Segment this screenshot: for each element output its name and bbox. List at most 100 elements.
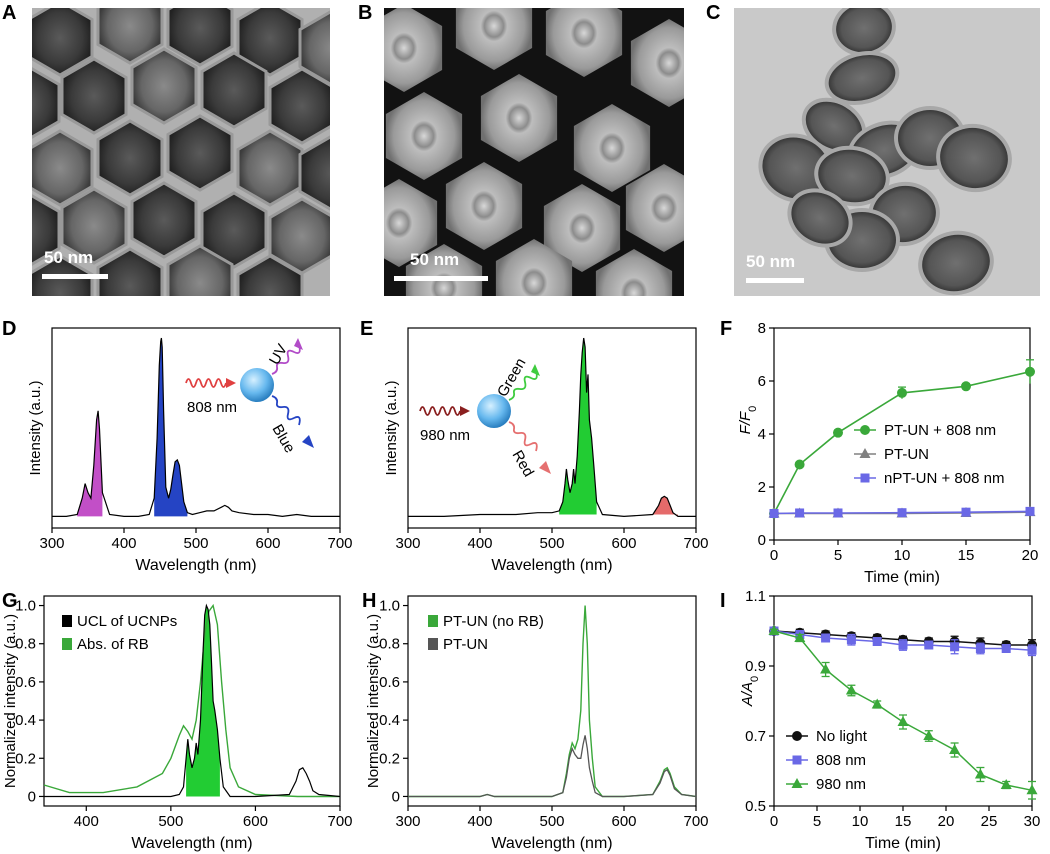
scheme-e-red-arrow: [539, 461, 551, 474]
scheme-e-green-arrow: [531, 364, 540, 376]
nanoparticle: [236, 8, 304, 77]
tem-image-c: [734, 8, 1040, 296]
x-tick-label: 300: [395, 813, 420, 830]
legend-h-1-text: PT-UN (no RB): [443, 613, 544, 630]
scheme-e-red-wave: [508, 421, 538, 452]
x-tick-label: 500: [539, 535, 564, 552]
data-point: [872, 637, 882, 646]
series-line: [773, 370, 1031, 514]
scale-label-c: 50 nm: [746, 252, 796, 271]
y-tick-label: 0.4: [15, 712, 36, 729]
nanoparticle: [166, 8, 234, 67]
nanoparticle: [200, 51, 268, 129]
x-tick-label: 700: [327, 535, 352, 552]
nanoparticle: [405, 244, 483, 296]
y-axis-label: F/F0: [737, 406, 759, 435]
nanoparticle: [236, 254, 304, 296]
scheme-d-uv-label: UV: [266, 341, 291, 368]
x-tick-label: 5: [834, 547, 842, 564]
x-tick-label: 600: [243, 813, 268, 830]
nanoparticle: [32, 8, 94, 77]
legend-i-3-text: 980 nm: [816, 776, 866, 793]
nanoparticle: [836, 8, 892, 53]
y-tick-label: 0: [392, 788, 400, 805]
y-axis-label: Intensity (a.u.): [27, 380, 44, 475]
data-point: [897, 387, 907, 398]
nanoparticle: [625, 164, 684, 252]
micrograph-b: 50 nm: [384, 8, 684, 296]
scheme-e-red-label: Red: [509, 448, 537, 480]
nanoparticle: [96, 119, 164, 197]
x-axis-label: Time (min): [864, 569, 940, 586]
x-tick-label: 600: [255, 535, 280, 552]
nanoparticle: [828, 54, 896, 102]
legend-f-2-marker: [859, 448, 871, 458]
data-point: [1025, 366, 1035, 377]
y-axis-label: A/A0: [739, 676, 761, 707]
nanoparticle: [630, 19, 684, 107]
data-point: [795, 508, 805, 518]
panel-letter-b: B: [358, 2, 373, 24]
y-tick-label: 0.9: [745, 658, 766, 675]
scheme-d-laser-arrow: [226, 378, 236, 388]
nanoparticle: [543, 184, 621, 272]
x-tick-label: 15: [895, 813, 912, 830]
data-point: [897, 508, 907, 518]
scheme-d-uv-wave: [271, 344, 301, 375]
legend-f-1-text: PT-UN + 808 nm: [884, 422, 996, 439]
x-axis-label: Wavelength (nm): [131, 835, 252, 852]
panel-letter-c: C: [706, 2, 721, 24]
y-tick-label: 6: [758, 373, 766, 390]
nanoparticle: [96, 8, 164, 65]
x-tick-label: 700: [683, 535, 708, 552]
legend-i-1-text: No light: [816, 728, 868, 745]
nanoparticle: [32, 67, 61, 139]
y-tick-label: 0.8: [15, 636, 36, 653]
x-axis-label: Time (min): [865, 835, 941, 852]
data-point: [1027, 645, 1037, 655]
nanoparticle: [96, 247, 164, 296]
nanoparticle: [791, 192, 849, 244]
nanoparticle: [455, 8, 533, 70]
tem-image-a: [32, 8, 330, 296]
panel-letter-e: E: [360, 318, 374, 340]
red-peak-fill: [652, 496, 678, 517]
data-point: [768, 625, 780, 635]
micrograph-c: 50 nm: [734, 8, 1040, 296]
data-point: [820, 663, 832, 674]
y-axis-label: Normalized intensity (a.u.): [2, 614, 19, 788]
scheme-e-particle: [477, 394, 511, 428]
pt-un-line: [408, 735, 697, 798]
panel-letter-h: H: [362, 590, 377, 612]
abs-rb-line: [43, 603, 340, 798]
legend-f-3-text: nPT-UN + 808 nm: [884, 470, 1004, 487]
nanoparticle: [60, 187, 128, 265]
ucl-peak-fill: [186, 605, 220, 797]
data-point: [950, 642, 960, 652]
legend-f-2-text: PT-UN: [884, 446, 929, 463]
spectrum-line: [52, 337, 340, 518]
plot-frame: [43, 595, 341, 807]
x-tick-label: 700: [683, 813, 708, 830]
y-tick-label: 0.4: [379, 712, 400, 729]
scale-label-b: 50 nm: [410, 250, 460, 269]
nanoparticle: [940, 127, 1008, 189]
scheme-d-laser-wave: [185, 378, 227, 388]
x-tick-label: 400: [111, 535, 136, 552]
x-axis-label: Wavelength (nm): [491, 835, 612, 852]
nanoparticle: [130, 181, 198, 259]
data-point: [871, 698, 883, 709]
nanoparticle: [573, 104, 651, 192]
legend-i-1-marker: [792, 731, 802, 741]
x-tick-label: 15: [958, 547, 975, 564]
legend-g-2-text: Abs. of RB: [77, 636, 149, 653]
data-point: [794, 459, 805, 470]
y-tick-label: 8: [758, 320, 766, 337]
legend-h-1-swatch: [428, 615, 438, 627]
scale-bar-c: [746, 278, 804, 283]
x-tick-label: 500: [539, 813, 564, 830]
x-axis-label: Wavelength (nm): [135, 557, 256, 574]
nanoparticle: [762, 137, 830, 199]
nanoparticle: [384, 179, 438, 267]
